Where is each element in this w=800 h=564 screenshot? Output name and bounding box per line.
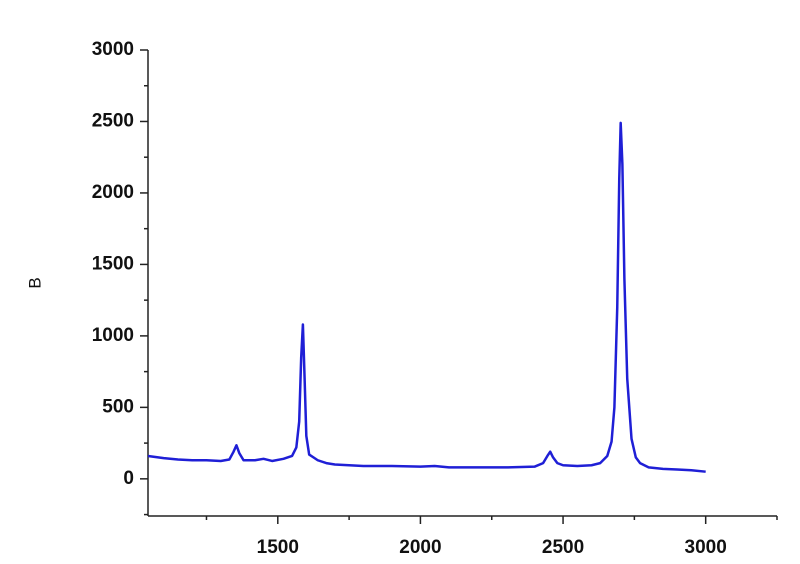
x-tick-label: 2500 [542, 537, 584, 558]
y-tick-label: 0 [123, 468, 134, 489]
y-tick-label: 1500 [92, 253, 134, 274]
x-tick-label: 1500 [257, 537, 299, 558]
spectrum-line [147, 121, 706, 473]
y-axis-label: B [25, 277, 44, 288]
y-tick-label: 3000 [92, 39, 134, 60]
x-tick-label: 3000 [685, 537, 727, 558]
y-tick-label: 2500 [92, 110, 134, 131]
y-tick-label: 500 [102, 396, 134, 417]
x-tick-label: 2000 [399, 537, 441, 558]
y-tick-label: 1000 [92, 325, 134, 346]
y-tick-label: 2000 [92, 182, 134, 203]
